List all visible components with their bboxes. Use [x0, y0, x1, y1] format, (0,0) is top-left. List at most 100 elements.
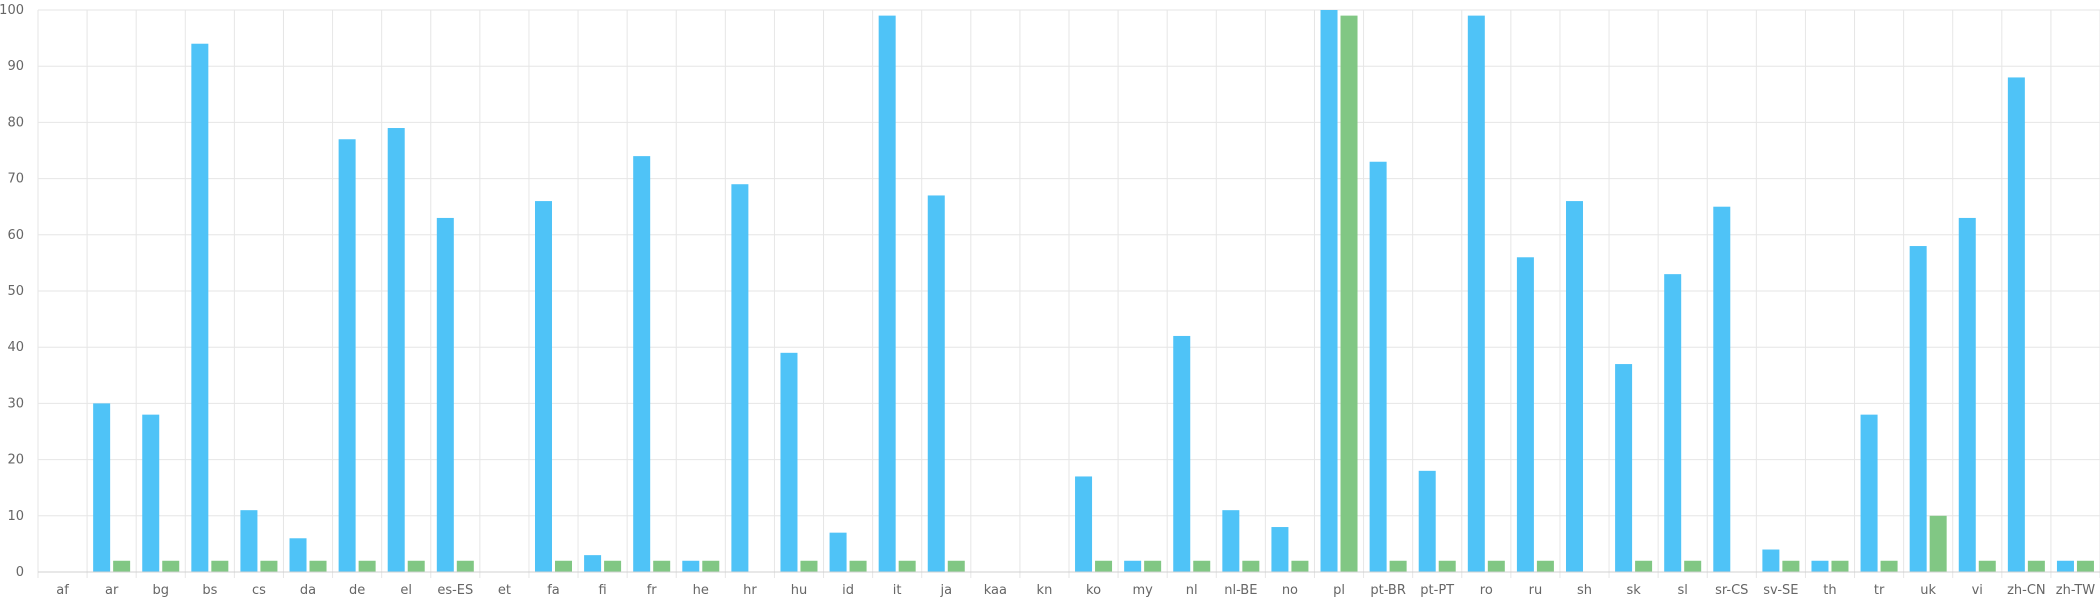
bar-series-1-da: [289, 538, 307, 572]
bar-series-2-nl-BE: [1242, 560, 1260, 572]
bar-series-2-sl: [1684, 560, 1702, 572]
bar-series-2-bs: [211, 560, 229, 572]
bar-series-1-nl: [1173, 335, 1191, 572]
bar-series-2-hu: [800, 560, 818, 572]
bar-series-2-he: [702, 560, 720, 572]
bar-series-2-it: [898, 560, 916, 572]
bar-series-1-de: [338, 139, 356, 572]
bar-series-1-id: [829, 532, 847, 572]
bar-series-1-pt-BR: [1369, 161, 1387, 573]
bar-series-2-tr: [1880, 560, 1898, 572]
bar-series-1-uk: [1909, 246, 1927, 573]
bar-series-2-ko: [1095, 560, 1113, 572]
bar-series-2-ar: [113, 560, 131, 572]
bar-series-2-zh-TW: [2076, 560, 2094, 572]
bar-series-1-zh-TW: [2056, 560, 2074, 572]
y-tick-label: 90: [7, 59, 24, 74]
bar-series-1-sh: [1566, 201, 1583, 572]
x-tick-label: nl: [1186, 583, 1198, 598]
x-tick-label: nl-BE: [1224, 583, 1257, 598]
x-tick-label: fa: [547, 583, 560, 598]
bar-series-2-sv-SE: [1782, 560, 1800, 572]
y-tick-label: 10: [7, 509, 24, 524]
bar-series-1-ja: [927, 195, 945, 572]
x-tick-label: id: [842, 583, 854, 598]
bar-series-1-ar: [93, 403, 111, 572]
bar-series-2-nl: [1193, 560, 1211, 572]
bar-series-1-he: [682, 560, 700, 572]
x-tick-label: kaa: [984, 583, 1007, 598]
bar-series-1-es-ES: [436, 217, 454, 572]
bar-series-1-cs: [240, 510, 258, 572]
x-tick-label: ko: [1086, 583, 1101, 598]
bar-series-2-pt-BR: [1389, 560, 1407, 572]
bar-series-1-tr: [1860, 414, 1878, 572]
y-tick-label: 40: [7, 340, 24, 355]
y-tick-label: 30: [7, 396, 24, 411]
bar-series-1-el: [387, 128, 405, 572]
bar-series-1-no: [1271, 527, 1289, 572]
x-tick-label: bg: [152, 583, 169, 598]
bar-series-2-zh-CN: [2027, 560, 2045, 572]
x-tick-label: pl: [1333, 583, 1345, 598]
y-tick-label: 20: [7, 453, 24, 468]
x-tick-label: hu: [791, 583, 807, 598]
y-tick-label: 60: [7, 228, 24, 243]
x-tick-label: hr: [743, 583, 757, 598]
x-tick-label: ro: [1480, 583, 1493, 598]
x-tick-label: kn: [1037, 583, 1053, 598]
bar-series-1-ru: [1516, 257, 1534, 572]
x-tick-label: fr: [647, 583, 658, 598]
x-tick-label: sk: [1626, 583, 1641, 598]
x-tick-label: zh-CN: [2007, 583, 2046, 598]
bar-series-2-id: [849, 560, 867, 572]
x-tick-label: zh-TW: [2056, 583, 2096, 598]
bar-series-2-ru: [1536, 560, 1554, 572]
x-tick-label: cs: [252, 583, 266, 598]
x-tick-label: fi: [598, 583, 606, 598]
bar-series-1-bg: [142, 414, 160, 572]
bar-series-1-sr-CS: [1713, 206, 1731, 572]
x-tick-label: vi: [1972, 583, 1983, 598]
x-tick-label: tr: [1874, 583, 1885, 598]
bar-series-1-pt-PT: [1418, 470, 1436, 572]
bar-series-1-th: [1811, 560, 1829, 572]
bar-series-2-fi: [604, 560, 622, 572]
x-tick-label: ru: [1529, 583, 1543, 598]
bar-series-1-sk: [1615, 364, 1633, 572]
bar-series-1-bs: [191, 43, 209, 573]
x-tick-label: th: [1823, 583, 1836, 598]
bar-series-1-nl-BE: [1222, 510, 1240, 572]
x-tick-label: sv-SE: [1763, 583, 1798, 598]
bar-series-1-hu: [780, 352, 798, 572]
x-tick-label: sh: [1577, 583, 1592, 598]
axis-layer: 0 10 20 30 40 50 60 70 80 90 100 af ar bg bs cs da de el es…: [0, 3, 2100, 598]
x-tick-label: pt-BR: [1370, 583, 1406, 598]
y-tick-label: 50: [7, 284, 24, 299]
bar-series-1-hr: [731, 184, 749, 572]
x-tick-label: de: [349, 583, 365, 598]
bar-series-2-pt-PT: [1438, 560, 1456, 572]
x-tick-label: et: [498, 583, 511, 598]
x-tick-label: sl: [1677, 583, 1687, 598]
bar-series-1-pl: [1320, 10, 1338, 572]
y-tick-label: 0: [16, 565, 24, 580]
bar-series-2-ja: [947, 560, 965, 572]
bar-series-1-fa: [535, 201, 552, 572]
bar-series-2-el: [407, 560, 425, 572]
x-tick-label: sr-CS: [1715, 583, 1748, 598]
x-tick-label: el: [400, 583, 412, 598]
bar-series-2-th: [1831, 560, 1849, 572]
x-tick-label: es-ES: [437, 583, 473, 598]
x-tick-label: af: [56, 583, 69, 598]
bar-series-2-pl: [1340, 15, 1358, 573]
bar-series-2-uk: [1929, 515, 1947, 572]
bar-series-1-sl: [1664, 274, 1682, 572]
x-tick-label: uk: [1920, 583, 1936, 598]
bar-series-1-ko: [1075, 476, 1093, 572]
bar-series-1-fr: [633, 156, 651, 572]
bar-series-1-my: [1124, 560, 1142, 572]
bar-series-2-fa: [555, 560, 572, 572]
